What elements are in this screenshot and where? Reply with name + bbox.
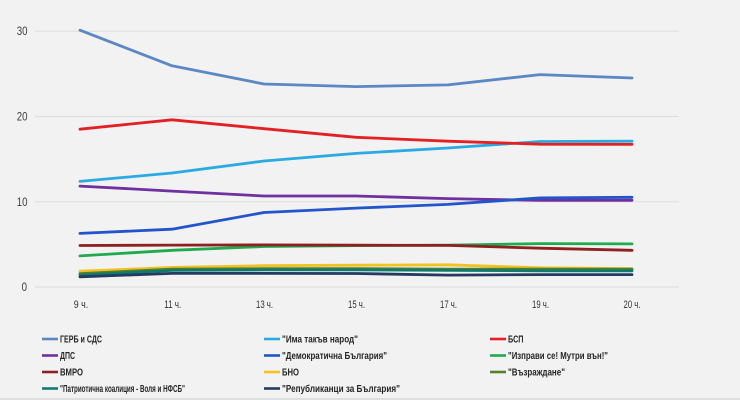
svg-text:0: 0 <box>22 280 28 294</box>
svg-text:20: 20 <box>17 110 28 124</box>
svg-text:"Има такъв народ": "Има такъв народ" <box>282 335 358 346</box>
svg-text:11 ч.: 11 ч. <box>164 299 181 311</box>
svg-text:17 ч.: 17 ч. <box>440 299 457 311</box>
svg-text:19 ч.: 19 ч. <box>532 299 549 311</box>
svg-text:БСП: БСП <box>508 335 524 346</box>
svg-text:13 ч.: 13 ч. <box>256 299 273 311</box>
svg-text:10: 10 <box>17 195 28 209</box>
svg-text:15 ч.: 15 ч. <box>348 299 365 311</box>
svg-text:ДПС: ДПС <box>60 351 75 362</box>
svg-text:БНО: БНО <box>282 368 299 379</box>
svg-text:"Изправи се! Мутри вън!": "Изправи се! Мутри вън!" <box>508 351 608 362</box>
svg-text:20 ч.: 20 ч. <box>624 299 641 311</box>
svg-text:30: 30 <box>17 24 28 38</box>
svg-text:"Патриотична коалиция - Воля и: "Патриотична коалиция - Воля и НФСБ" <box>60 384 185 395</box>
svg-text:ВМРО: ВМРО <box>60 368 83 379</box>
svg-text:9 ч.: 9 ч. <box>74 299 89 311</box>
svg-text:ГЕРБ и СДС: ГЕРБ и СДС <box>60 335 102 346</box>
svg-text:"Възраждане": "Възраждане" <box>508 368 565 379</box>
svg-text:"Републиканци за България": "Републиканци за България" <box>282 383 400 395</box>
svg-text:"Демократична България": "Демократична България" <box>282 351 387 362</box>
